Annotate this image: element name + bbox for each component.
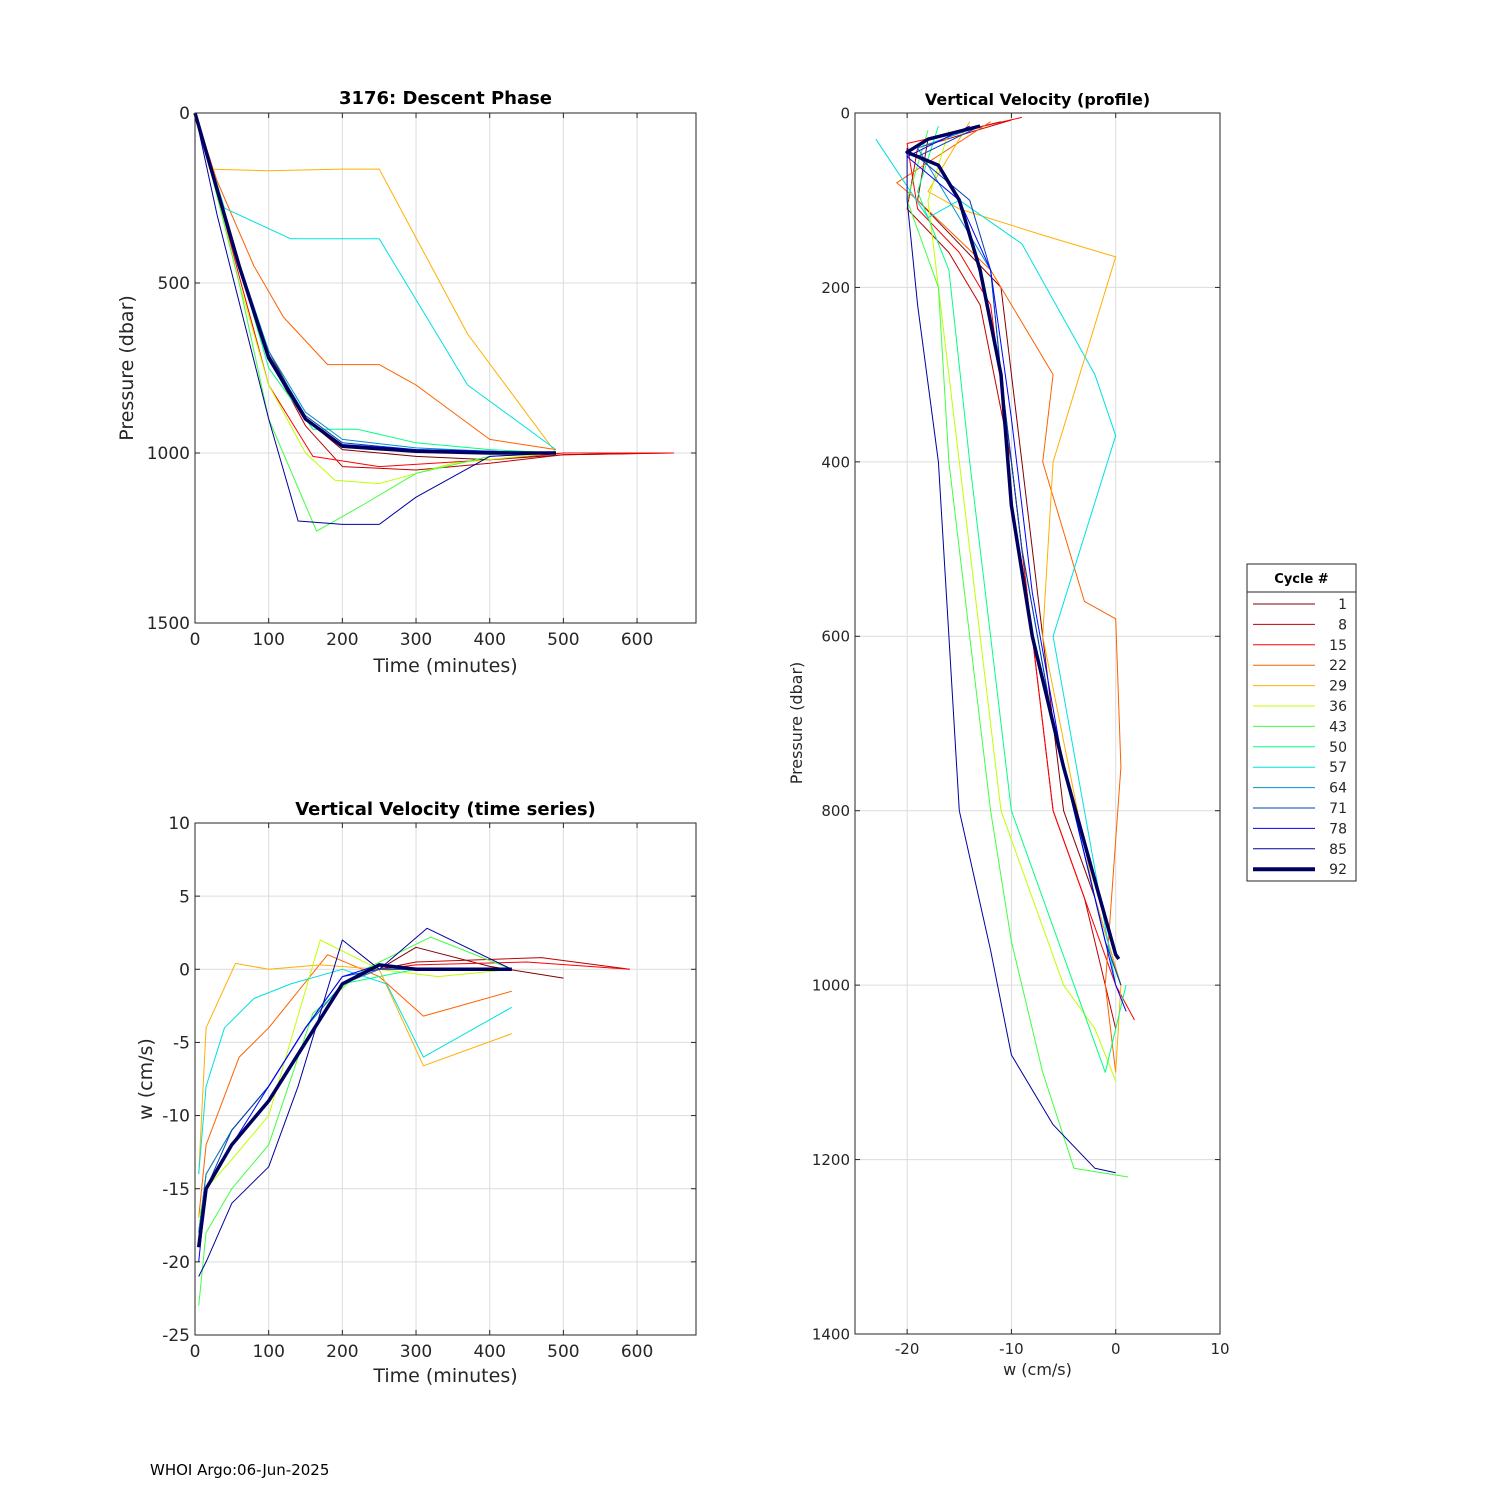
velocity-profile-series-cycle-85: [906, 147, 1116, 1174]
velocity-profile-series-cycle-57: [875, 138, 1117, 986]
y-tick-label: 10: [168, 814, 190, 834]
x-tick-label: 0: [190, 1342, 201, 1362]
y-tick-label: 1500: [147, 614, 190, 634]
velocity-ts-lines: [196, 927, 630, 1306]
x-tick-label: 200: [326, 630, 358, 650]
x-tick-label: 500: [547, 1342, 579, 1362]
x-tick-label: 10: [1210, 1340, 1229, 1358]
descent-title: 3176: Descent Phase: [339, 88, 552, 109]
velocity-ts-series-cycle-57: [198, 968, 513, 1175]
y-tick-label: 5: [179, 887, 190, 907]
legend-label-cycle-22: 22: [1329, 658, 1347, 674]
legend-label-cycle-78: 78: [1329, 821, 1347, 837]
legend-label-cycle-57: 57: [1329, 760, 1347, 776]
velocity-profile-series-cycle-36: [927, 130, 1117, 1082]
x-tick-label: 0: [190, 630, 201, 650]
x-tick-label: 300: [400, 1342, 432, 1362]
legend-label-cycle-85: 85: [1329, 842, 1347, 858]
velocity-profile-series-cycle-50: [917, 125, 1127, 1073]
legend-label-cycle-36: 36: [1329, 699, 1347, 715]
y-tick-label: 600: [821, 628, 850, 646]
legend-label-cycle-71: 71: [1329, 801, 1347, 817]
y-tick-label: 400: [821, 453, 850, 471]
legend-label-cycle-50: 50: [1329, 740, 1347, 756]
velocity-profile-series-cycle-78: [906, 125, 1127, 1012]
velocity-ts-plot-area: [195, 823, 696, 1335]
x-tick-label: 100: [252, 1342, 284, 1362]
velocity-time-series-axes: 0 100 200 300 400 500 600 10 5 0 -5 -10 -15 -20 -25 Ve…: [135, 799, 697, 1387]
legend: Cycle # 1 8 15 22 29 36 43 50 57 64 71 78 85 92: [1246, 563, 1357, 882]
y-tick-label: 1400: [812, 1325, 850, 1343]
y-tick-label: 0: [840, 104, 850, 122]
velocity-ts-series-cycle-92: [196, 963, 512, 1248]
legend-title: Cycle #: [1274, 572, 1329, 587]
descent-lines: [193, 112, 674, 532]
x-tick-label: 200: [326, 1342, 358, 1362]
legend-label-cycle-43: 43: [1329, 719, 1347, 735]
velocity-ts-series-cycle-85: [198, 927, 513, 1277]
y-tick-label: 1000: [812, 977, 850, 995]
velocity-profile-xlabel: w (cm/s): [1003, 1360, 1072, 1379]
y-tick-label: 1200: [812, 1151, 850, 1169]
velocity-ts-xlabel: Time (minutes): [372, 1365, 517, 1387]
y-tick-label: 200: [821, 279, 850, 297]
velocity-ts-series-cycle-43: [198, 936, 512, 1306]
x-tick-label: 600: [621, 630, 653, 650]
y-tick-label: 800: [821, 802, 850, 820]
velocity-profile-series-cycle-22: [896, 121, 1122, 1073]
descent-xlabel: Time (minutes): [372, 655, 517, 677]
descent-series-cycle-85: [194, 112, 557, 525]
x-tick-label: 400: [473, 630, 505, 650]
y-tick-label: -5: [173, 1034, 190, 1054]
x-tick-label: -20: [895, 1340, 920, 1358]
y-tick-label: 500: [158, 274, 190, 294]
y-tick-label: -15: [162, 1180, 190, 1200]
x-tick-label: 300: [400, 630, 432, 650]
descent-ticks: 0 100 200 300 400 500 600 0 500 1000 1500: [147, 104, 696, 650]
legend-label-cycle-64: 64: [1329, 781, 1347, 797]
legend-label-cycle-1: 1: [1338, 597, 1347, 613]
x-tick-label: 100: [252, 630, 284, 650]
descent-ylabel: Pressure (dbar): [116, 295, 138, 441]
x-tick-label: 600: [621, 1342, 653, 1362]
y-tick-label: 1000: [147, 444, 190, 464]
descent-series-cycle-22: [194, 112, 557, 451]
velocity-ts-title: Vertical Velocity (time series): [295, 799, 596, 820]
legend-label-cycle-15: 15: [1329, 638, 1347, 654]
legend-entries: 1 8 15 22 29 36 43 50 57 64 71 78 85 92: [1253, 597, 1347, 878]
y-tick-label: -10: [162, 1107, 190, 1127]
legend-label-cycle-8: 8: [1338, 617, 1347, 633]
x-tick-label: 400: [473, 1342, 505, 1362]
velocity-ts-ylabel: w (cm/s): [135, 1038, 157, 1120]
velocity-ts-axes-box: [194, 822, 697, 1336]
velocity-profile-axes-box: [854, 112, 1221, 1335]
velocity-profile-title: Vertical Velocity (profile): [925, 90, 1150, 109]
legend-label-cycle-92: 92: [1329, 862, 1347, 878]
y-tick-label: 0: [179, 104, 190, 124]
velocity-ts-series-cycle-22: [198, 954, 512, 1219]
footer-credit: WHOI Argo:06-Jun-2025: [150, 1461, 330, 1479]
velocity-profile-series-cycle-92: [905, 124, 1121, 961]
descent-phase-axes: 0 100 200 300 400 500 600 0 500 1000 1500 3176: De…: [116, 88, 697, 677]
x-tick-label: -10: [999, 1340, 1024, 1358]
velocity-ts-series-cycle-29: [198, 962, 512, 1175]
y-tick-label: -20: [162, 1253, 190, 1273]
descent-series-cycle-92: [193, 112, 556, 455]
velocity-profile-series-cycle-43: [906, 130, 1129, 1178]
x-tick-label: 500: [547, 630, 579, 650]
x-tick-label: 0: [1111, 1340, 1121, 1358]
descent-axes-box: [194, 112, 697, 624]
descent-plot-area: [195, 113, 696, 623]
legend-label-cycle-29: 29: [1329, 679, 1347, 695]
velocity-profile-ylabel: Pressure (dbar): [787, 662, 806, 785]
y-tick-label: 0: [179, 960, 190, 980]
descent-series-cycle-43: [194, 112, 557, 532]
velocity-ts-ticks: 0 100 200 300 400 500 600 10 5 0 -5 -10 -15 -20 -25: [162, 814, 696, 1362]
y-tick-label: -25: [162, 1326, 190, 1346]
velocity-profile-lines: [875, 116, 1135, 1178]
velocity-profile-plot-area: [855, 113, 1220, 1334]
